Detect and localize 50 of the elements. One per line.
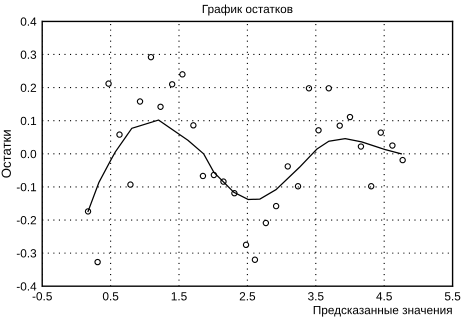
y-tick-label: -0.1 <box>16 182 36 192</box>
point <box>200 172 206 180</box>
y-tick-label: 0.4 <box>20 17 36 26</box>
point <box>84 208 92 215</box>
point <box>105 80 112 87</box>
point <box>378 129 384 136</box>
point <box>399 156 406 164</box>
x-axis-title: Предсказанные значения <box>314 306 452 317</box>
point <box>136 98 144 105</box>
point <box>252 256 258 263</box>
x-tick-label: 1.5 <box>172 292 187 300</box>
x-tick-label: -0.5 <box>32 292 52 300</box>
point <box>127 181 134 188</box>
point <box>336 122 343 129</box>
point <box>94 258 101 266</box>
y-tick-label: -0.4 <box>16 282 36 291</box>
y-tick-label: 0.3 <box>20 50 36 59</box>
point <box>179 71 186 78</box>
point <box>306 85 312 92</box>
point <box>368 183 374 190</box>
point <box>116 131 123 138</box>
x-tick-label: 0.5 <box>102 292 118 300</box>
point <box>148 54 154 60</box>
point <box>284 163 291 170</box>
point <box>190 122 197 129</box>
point <box>358 143 364 150</box>
point <box>231 190 238 196</box>
y-tick-label: 0.1 <box>20 116 36 126</box>
x-tick-label: 5.5 <box>444 292 460 300</box>
y-tick-label: 0.0 <box>20 150 36 158</box>
y-tick-label: -0.3 <box>16 249 36 258</box>
point <box>315 127 322 134</box>
point <box>242 242 250 248</box>
point <box>157 104 164 110</box>
y-tick-label: 0.2 <box>20 84 36 92</box>
x-tick-label: 2.5 <box>240 292 256 300</box>
point <box>346 114 354 120</box>
y-tick-label: -0.2 <box>16 216 36 224</box>
point <box>326 85 332 92</box>
point <box>272 202 280 210</box>
point <box>262 220 270 226</box>
y-axis-title: Остатки <box>2 130 11 178</box>
point <box>294 183 302 190</box>
x-tick-label: 4.5 <box>376 292 392 300</box>
point <box>389 142 396 149</box>
point <box>220 178 227 185</box>
x-tick-label: 3.5 <box>308 292 324 300</box>
point <box>210 172 218 178</box>
chart-title: График остатков <box>202 4 292 16</box>
point <box>168 81 176 88</box>
